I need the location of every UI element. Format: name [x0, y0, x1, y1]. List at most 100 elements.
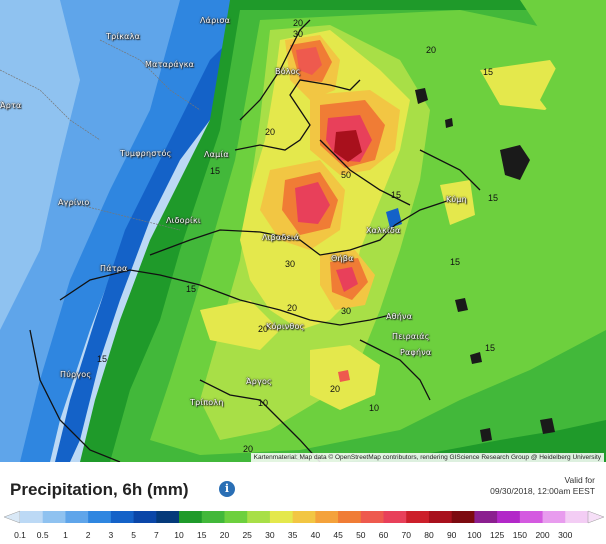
contour-label: 20	[287, 303, 298, 313]
city-label: Αθήνα	[386, 312, 413, 321]
scale-tick-label: 45	[333, 530, 343, 540]
scale-swatch	[133, 511, 157, 523]
city-label: Κύμη	[446, 195, 467, 204]
city-label: Βόλος	[275, 67, 301, 76]
contour-label: 15	[488, 193, 499, 203]
scale-swatch	[383, 511, 407, 523]
scale-right-arrow	[587, 510, 605, 524]
scale-swatch	[42, 511, 66, 523]
city-label: Χαλκίδα	[366, 226, 401, 235]
scale-tick-label: 125	[490, 530, 505, 540]
contour-label: 10	[369, 403, 380, 413]
contour-label: 15	[186, 284, 197, 294]
city-label: Θήβα	[331, 254, 354, 263]
contour-label: 15	[483, 67, 494, 77]
city-label: Ματαράγκα	[145, 60, 195, 69]
scale-tick-label: 150	[512, 530, 527, 540]
city-label: Ραφήνα	[400, 348, 432, 357]
contour-label: 20	[265, 127, 276, 137]
scale-swatch	[20, 511, 44, 523]
city-label: Λαμία	[204, 150, 229, 159]
scale-swatch	[224, 511, 248, 523]
scale-left-arrow	[3, 510, 21, 524]
contour-label: 10	[258, 398, 269, 408]
scale-swatch	[451, 511, 475, 523]
scale-swatch	[65, 511, 89, 523]
scale-tick-label: 70	[401, 530, 411, 540]
scale-tick-label: 100	[467, 530, 482, 540]
scale-swatch	[406, 511, 430, 523]
scale-tick-label: 30	[265, 530, 275, 540]
valid-label: Valid for	[564, 475, 595, 485]
city-label: Λιδορίκι	[166, 216, 201, 225]
info-icon[interactable]: i	[219, 481, 235, 497]
precipitation-map[interactable]: Λάρισα Τρίκαλα Ματαράγκα Άρτα Βόλος Τυμφ…	[0, 0, 606, 462]
scale-swatch	[292, 511, 316, 523]
scale-swatch	[565, 511, 589, 523]
color-scale: 0.1 0.5 1 2 3 5 7 10 15 20 25 30 35 40 45 50 60 70 80 90 100…	[0, 508, 606, 544]
scale-tick-label: 7	[153, 530, 159, 540]
scale-tick-label: 15	[197, 530, 207, 540]
valid-date: 09/30/2018, 12:00am EEST	[490, 486, 595, 496]
contour-label: 20	[330, 384, 341, 394]
city-label: Πύργος	[60, 370, 92, 379]
contour-label: 15	[450, 257, 461, 267]
scale-tick-label: 80	[424, 530, 434, 540]
contour-label: 15	[210, 166, 221, 176]
scale-tick-label: 60	[378, 530, 389, 540]
city-label: Τυμφρηστός	[120, 149, 172, 158]
contour-label: 20	[258, 324, 269, 334]
scale-swatch	[428, 511, 453, 523]
city-label: Αγρίνιο	[58, 198, 90, 207]
scale-swatch	[269, 511, 294, 523]
contour-label: 30	[341, 306, 352, 316]
scale-tick-label: 25	[242, 530, 252, 540]
scale-swatch	[315, 511, 339, 523]
city-label: Τρίκαλα	[106, 32, 141, 41]
city-label: Πειραιάς	[392, 332, 430, 341]
scale-tick-label: 90	[446, 530, 457, 540]
city-label: Λιβαδειά	[262, 233, 300, 242]
scale-swatch	[542, 511, 566, 523]
precipitation-field	[0, 0, 606, 462]
scale-swatch	[110, 511, 135, 523]
scale-tick-label: 200	[535, 530, 550, 540]
city-label: Άρτα	[0, 101, 22, 110]
map-title: Precipitation, 6h (mm)	[10, 480, 189, 499]
contour-label: 20	[293, 18, 304, 28]
legend-footer: Precipitation, 6h (mm) i Valid for 09/30…	[0, 462, 606, 544]
contour-label: 15	[485, 343, 496, 353]
scale-tick-label: 35	[287, 530, 298, 540]
scale-swatch	[201, 511, 225, 523]
scale-tick-label: 5	[131, 530, 136, 540]
map-attribution: Kartenmaterial: Map data © OpenStreetMap…	[250, 453, 604, 462]
scale-swatch	[474, 511, 498, 523]
contour-label: 30	[285, 259, 296, 269]
scale-swatch	[156, 511, 180, 523]
contour-label: 15	[391, 190, 402, 200]
scale-swatch	[519, 511, 544, 523]
city-label: Πάτρα	[100, 264, 128, 273]
contour-label: 20	[243, 444, 254, 454]
contour-label: 20	[426, 45, 437, 55]
scale-tick-label: 40	[310, 530, 321, 540]
city-label: Κόρινθος	[266, 322, 305, 331]
contour-label: 50	[341, 170, 352, 180]
contour-label: 15	[97, 354, 108, 364]
scale-swatch	[360, 511, 385, 523]
scale-tick-label: 10	[174, 530, 184, 540]
scale-tick-label: 0.1	[14, 530, 26, 540]
scale-swatch	[88, 511, 112, 523]
scale-tick-label: 50	[356, 530, 366, 540]
scale-tick-label: 1	[63, 530, 68, 540]
scale-swatch	[497, 511, 521, 523]
scale-tick-label: 3	[108, 530, 114, 540]
city-label: Λάρισα	[200, 16, 231, 25]
scale-tick-label: 20	[219, 530, 230, 540]
city-label: Τρίπολη	[190, 398, 224, 407]
scale-swatch	[338, 511, 362, 523]
scale-tick-label: 300	[558, 530, 573, 540]
scale-swatch	[247, 511, 271, 523]
city-label: Άργος	[246, 377, 272, 386]
scale-tick-label: 2	[85, 530, 91, 540]
